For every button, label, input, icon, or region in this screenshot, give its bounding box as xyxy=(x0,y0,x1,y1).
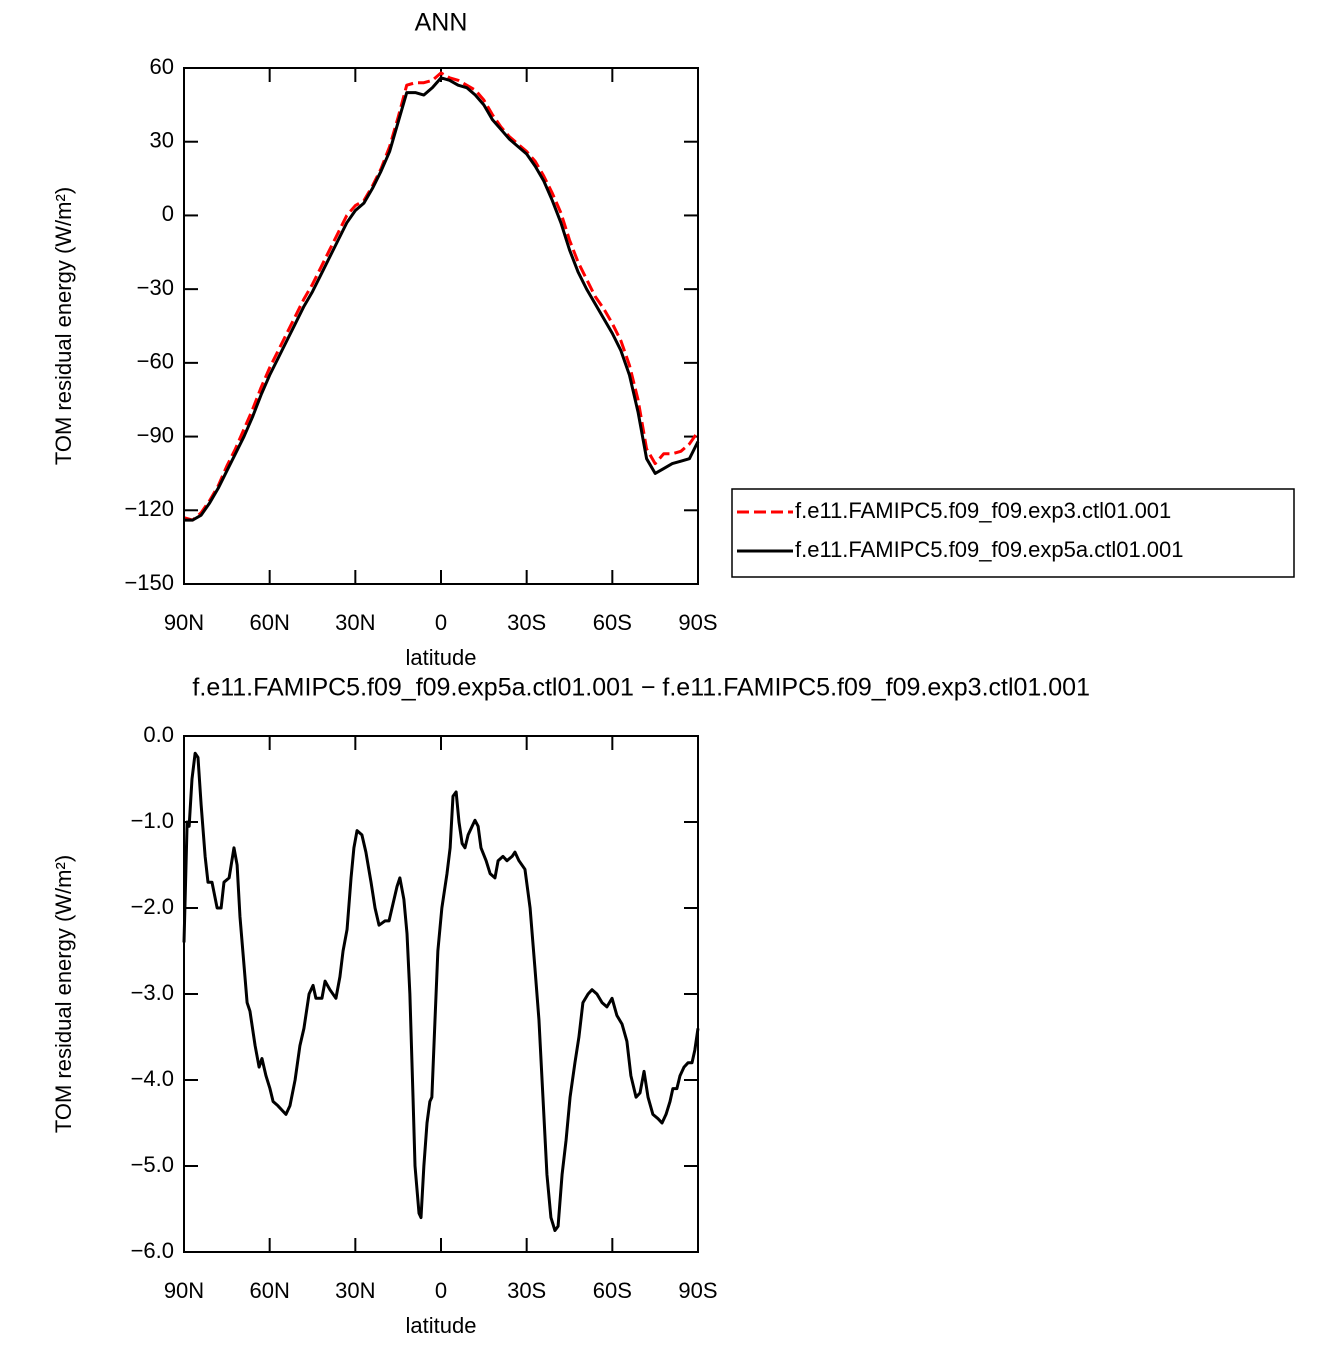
x-tick-label: 90S xyxy=(678,610,717,635)
y-tick-label: −30 xyxy=(137,275,174,300)
y-tick-label: −6.0 xyxy=(131,1238,174,1263)
x-tick-label: 0 xyxy=(435,1278,447,1303)
x-tick-label: 0 xyxy=(435,610,447,635)
data-line xyxy=(184,76,700,522)
x-axis-label: latitude xyxy=(406,1313,477,1338)
plot-frame xyxy=(183,67,699,585)
x-tick-label: 30N xyxy=(335,1278,375,1303)
chart-title: ANN xyxy=(415,9,468,37)
legend-box xyxy=(731,488,1295,578)
y-tick-label: −1.0 xyxy=(131,808,174,833)
x-tick-label: 90N xyxy=(164,610,204,635)
y-tick-label: −90 xyxy=(137,422,174,447)
y-tick-label: −3.0 xyxy=(131,980,174,1005)
legend-label: f.e11.FAMIPC5.f09_f09.exp5a.ctl01.001 xyxy=(795,537,1184,562)
y-tick-label: 0 xyxy=(162,201,174,226)
legend-label: f.e11.FAMIPC5.f09_f09.exp3.ctl01.001 xyxy=(795,498,1171,523)
x-tick-label: 60N xyxy=(249,1278,289,1303)
x-tick-label: 90S xyxy=(678,1278,717,1303)
x-tick-label: 60S xyxy=(593,1278,632,1303)
data-line xyxy=(182,751,700,1232)
y-tick-label: −2.0 xyxy=(131,894,174,919)
y-tick-label: 30 xyxy=(150,128,174,153)
x-tick-label: 30S xyxy=(507,610,546,635)
y-tick-label: 60 xyxy=(150,54,174,79)
y-tick-label: −4.0 xyxy=(131,1066,174,1091)
y-tick-label: −60 xyxy=(137,349,174,374)
x-tick-label: 90N xyxy=(164,1278,204,1303)
x-tick-label: 30N xyxy=(335,610,375,635)
x-axis-label: latitude xyxy=(406,645,477,670)
x-tick-label: 60S xyxy=(593,610,632,635)
plot-frame xyxy=(183,735,699,1253)
chart-title: f.e11.FAMIPC5.f09_f09.exp5a.ctl01.001 − … xyxy=(192,674,1090,702)
y-tick-label: −5.0 xyxy=(131,1152,174,1177)
y-tick-label: 0.0 xyxy=(143,722,174,747)
x-tick-label: 30S xyxy=(507,1278,546,1303)
y-tick-label: −120 xyxy=(124,496,174,521)
y-tick-label: −150 xyxy=(124,570,174,595)
data-line xyxy=(183,71,700,522)
x-tick-label: 60N xyxy=(249,610,289,635)
y-axis-label: TOM residual energy (W/m²) xyxy=(51,855,76,1133)
y-axis-label: TOM residual energy (W/m²) xyxy=(51,187,76,465)
